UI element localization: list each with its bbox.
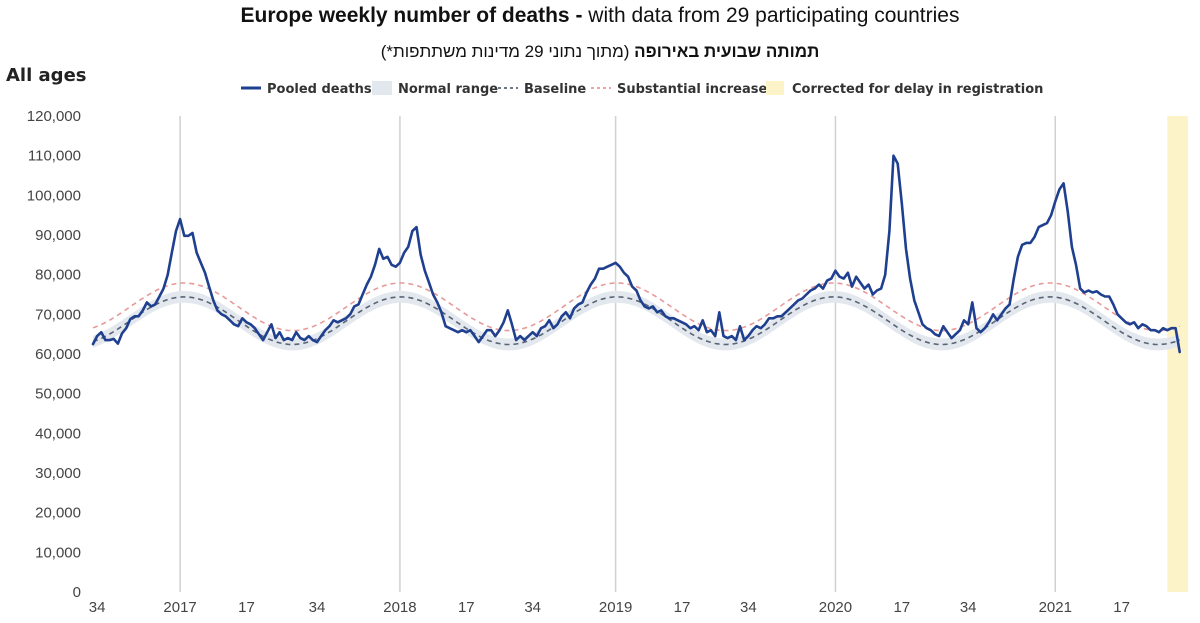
legend-label-pooled: Pooled deaths (267, 82, 372, 97)
y-tick-label: 40,000 (35, 425, 81, 442)
y-tick-label: 60,000 (35, 346, 81, 363)
legend-label-normal_range: Normal range (398, 82, 498, 97)
corrected-delay-band (1167, 116, 1188, 592)
x-tick-label: 34 (960, 599, 977, 616)
plot-area: 0 10,000 20,000 30,000 40,000 50,000 60,000 70,… (27, 108, 1188, 616)
x-tick-label: 17 (674, 599, 691, 616)
legend-swatch-normal-range (372, 81, 392, 95)
x-tick-label: 2019 (599, 599, 632, 616)
y-tick-label: 0 (73, 584, 81, 601)
y-tick-label: 20,000 (35, 505, 81, 522)
legend-item-substantial: Substantial increase (591, 82, 767, 97)
x-tick-label: 17 (1113, 599, 1130, 616)
y-tick-label: 90,000 (35, 227, 81, 244)
pooled-deaths-line (91, 154, 1181, 354)
normal-range-band (93, 290, 1180, 351)
legend-item-corrected: Corrected for delay in registration (766, 81, 1043, 97)
substantial-increase-line (92, 282, 1180, 332)
legend-swatch-corrected (766, 81, 784, 95)
chart-subtitle-rest: (מתוך נתוני 29 מדינות משתתפות*) (380, 42, 635, 61)
y-tick-label: 120,000 (27, 108, 81, 125)
x-tick-label: 34 (89, 599, 106, 616)
legend-item-pooled: Pooled deaths (241, 82, 372, 97)
chart-subtitle: תמותה שבועית באירופה (מתוך נתוני 29 מדינ… (0, 42, 1200, 62)
legend-item-baseline: Baseline (498, 82, 586, 97)
x-tick-label: 17 (893, 599, 910, 616)
legend-label-baseline: Baseline (524, 82, 586, 97)
x-tick-label: 34 (524, 599, 541, 616)
x-tick-label: 17 (238, 599, 255, 616)
chart-subtitle-bold: תמותה שבועית באירופה (634, 42, 820, 61)
y-tick-label: 70,000 (35, 306, 81, 323)
legend-label-substantial: Substantial increase (617, 82, 767, 97)
x-tick-label: 34 (740, 599, 757, 616)
chart-title-rest: with data from 29 participating countrie… (582, 4, 960, 27)
section-label-all-ages: All ages (6, 65, 87, 86)
x-tick-label: 2021 (1039, 599, 1072, 616)
x-tick-label: 2017 (163, 599, 196, 616)
legend-item-normal_range: Normal range (372, 81, 498, 97)
chart-title: Europe weekly number of deaths - with da… (0, 4, 1200, 28)
legend-label-corrected: Corrected for delay in registration (792, 82, 1043, 97)
x-tick-label: 17 (458, 599, 475, 616)
x-tick-label: 2018 (383, 599, 416, 616)
y-tick-label: 80,000 (35, 267, 81, 284)
chart-legend: Pooled deaths Normal range Baseline Substan… (241, 81, 1043, 97)
y-tick-label: 110,000 (28, 148, 81, 165)
chart-title-bold: Europe weekly number of deaths - (240, 4, 583, 27)
x-tick-label: 2020 (819, 599, 852, 616)
y-tick-label: 10,000 (35, 544, 81, 561)
y-tick-label: 50,000 (35, 386, 81, 403)
y-tick-label: 100,000 (27, 187, 81, 204)
y-tick-label: 30,000 (35, 465, 81, 482)
x-tick-label: 34 (309, 599, 326, 616)
baseline-line (92, 296, 1180, 346)
